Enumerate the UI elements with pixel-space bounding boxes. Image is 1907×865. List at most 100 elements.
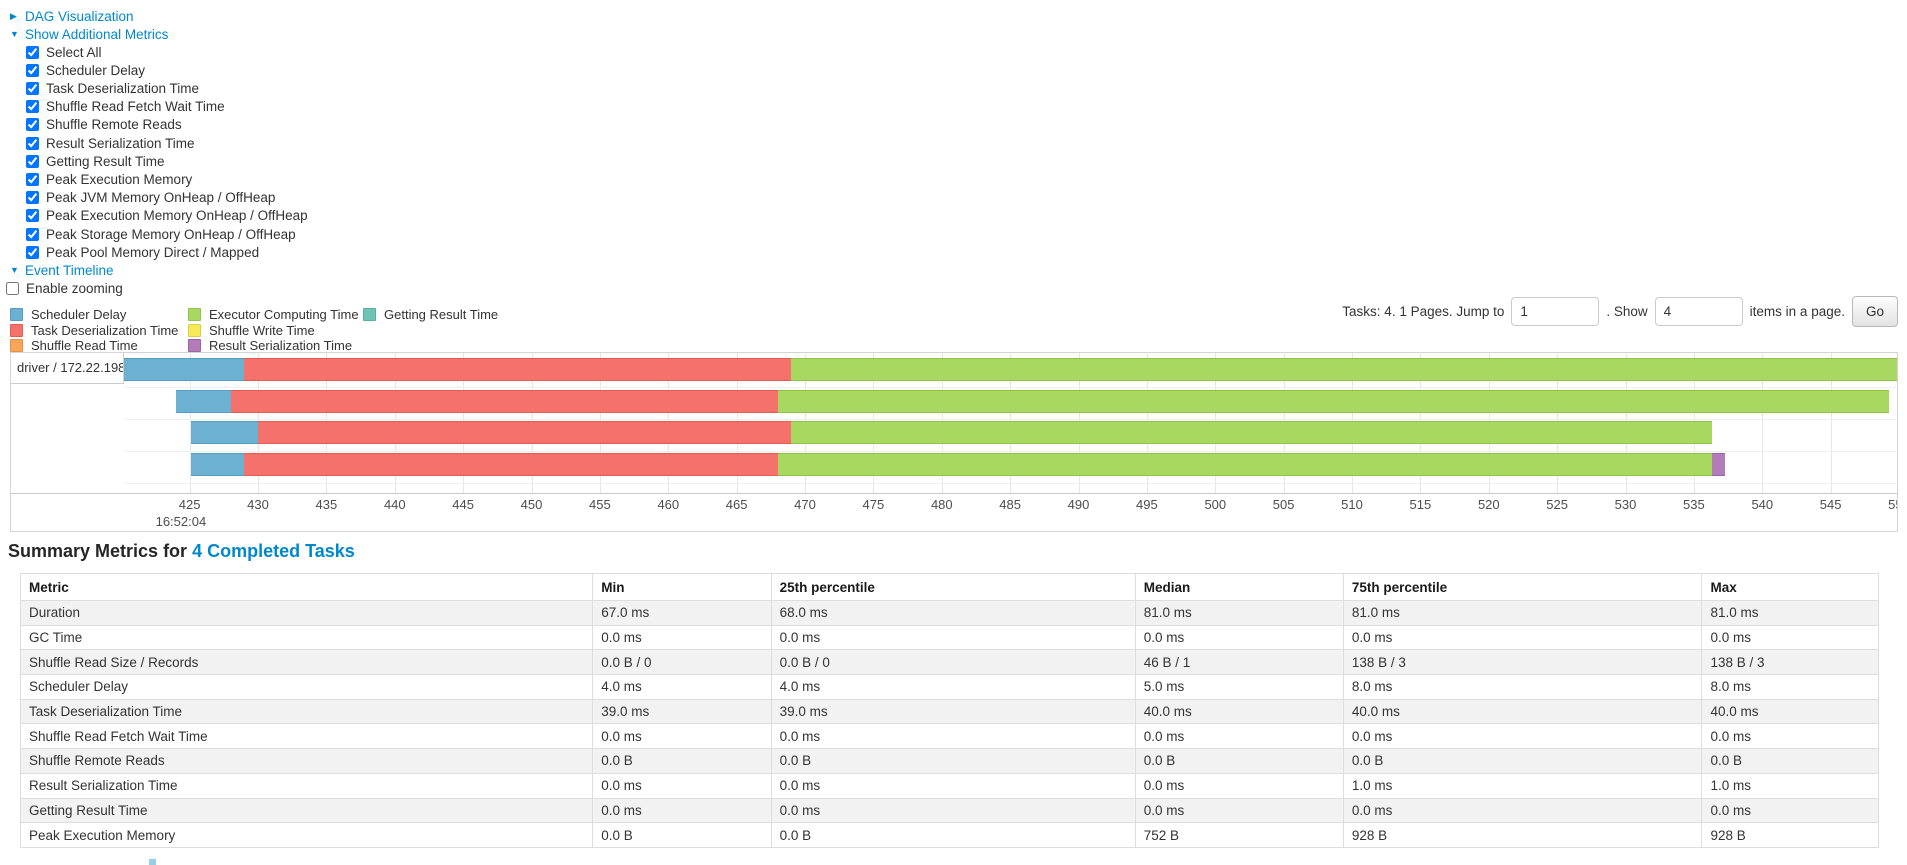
event-timeline-toggle[interactable]: ▼ Event Timeline — [10, 261, 114, 279]
axis-tick-label: 460 — [657, 497, 680, 512]
table-cell: 81.0 ms — [1701, 600, 1879, 626]
completed-tasks-link[interactable]: 4 Completed Tasks — [192, 541, 355, 561]
axis-tick-label: 475 — [862, 497, 885, 512]
axis-tick-label: 505 — [1272, 497, 1295, 512]
table-cell: 0.0 ms — [770, 723, 1136, 750]
metric-checkbox-row: Peak Storage Memory OnHeap / OffHeap — [26, 225, 296, 243]
summary-heading-text: Summary Metrics for — [8, 541, 193, 561]
table-cell: 0.0 ms — [1701, 624, 1879, 651]
table-cell: 81.0 ms — [1342, 600, 1703, 626]
table-cell: 8.0 ms — [1701, 674, 1879, 700]
table-cell: 0.0 ms — [592, 723, 772, 750]
metric-checkbox-peak-jvm-memory-onheap-offheap[interactable] — [26, 191, 39, 205]
table-cell: 0.0 ms — [1701, 723, 1879, 750]
getting-result-swatch-icon — [363, 308, 376, 322]
legend-label: Executor Computing Time — [209, 307, 359, 323]
executor-computing-segment — [777, 389, 1890, 413]
table-row: Task Deserialization Time 39.0 ms 39.0 ms 4… — [19, 698, 1879, 725]
legend-column: Getting Result Time — [363, 307, 498, 323]
items-per-page-input[interactable] — [1654, 296, 1743, 326]
metric-checkbox-peak-pool-memory-direct-mapped[interactable] — [26, 245, 39, 259]
scheduler-delay-segment — [124, 358, 245, 381]
axis-tick-label: 545 — [1819, 497, 1842, 512]
next-section-cutoff — [149, 859, 156, 865]
metric-checkbox-peak-execution-memory[interactable] — [26, 172, 39, 186]
table-row: Getting Result Time 0.0 ms 0.0 ms 0.0 ms 0.0… — [19, 797, 1879, 824]
axis-tick-label: 510 — [1341, 497, 1363, 512]
table-header-row: Metric Min 25th percentile Median 75th perce… — [19, 573, 1879, 601]
show-additional-metrics-label: Show Additional Metrics — [25, 26, 169, 42]
table-header-cell: Metric — [19, 573, 594, 601]
table-cell: 0.0 ms — [1134, 772, 1344, 799]
metric-checkbox-label: Select All — [46, 44, 102, 60]
table-cell: 928 B — [1701, 822, 1879, 848]
task-timeline-bar[interactable] — [191, 421, 1712, 444]
table-cell: 8.0 ms — [1342, 674, 1703, 700]
table-row: Result Serialization Time 0.0 ms 0.0 ms 0.0… — [19, 772, 1879, 799]
result-serialization-segment — [1711, 453, 1726, 476]
legend-label: Task Deserialization Time — [31, 322, 179, 338]
table-row: Duration 67.0 ms 68.0 ms 81.0 ms 81.0 ms 81.0… — [19, 600, 1879, 626]
table-cell: 928 B — [1342, 822, 1703, 848]
metric-checkbox-label: Shuffle Read Fetch Wait Time — [46, 99, 225, 115]
metric-checkbox-peak-storage-memory-onheap-offheap[interactable] — [26, 227, 39, 241]
task-deserialization-segment — [230, 389, 778, 413]
event-timeline-chart: 425 430 435 440 445 450 455 460 465 470 475 480 485 4… — [10, 352, 1898, 532]
legend-label: Result Serialization Time — [209, 338, 353, 354]
axis-tick-label: 495 — [1136, 497, 1158, 512]
table-cell: 0.0 ms — [770, 624, 1136, 651]
task-timeline-bar[interactable] — [176, 389, 1890, 413]
go-button[interactable]: Go — [1851, 295, 1898, 327]
timeline-gridline — [189, 353, 191, 493]
metric-checkbox-row: Peak Execution Memory — [26, 170, 192, 188]
legend-column: Scheduler Delay Task Deserialization Time… — [10, 307, 178, 354]
jump-to-page-input[interactable] — [1511, 296, 1600, 326]
table-cell: Duration — [19, 600, 594, 626]
metric-checkbox-row: Peak Pool Memory Direct / Mapped — [26, 243, 259, 261]
metric-checkbox-label: Peak Pool Memory Direct / Mapped — [46, 244, 260, 260]
metric-checkbox-scheduler-delay[interactable] — [26, 63, 39, 77]
table-header-cell: 75th percentile — [1342, 573, 1703, 601]
metric-checkbox-label: Result Serialization Time — [46, 135, 195, 151]
table-cell: Scheduler Delay — [19, 674, 594, 700]
table-row: GC Time 0.0 ms 0.0 ms 0.0 ms 0.0 ms 0.0 ms — [19, 624, 1879, 651]
axis-tick-label: 535 — [1683, 497, 1705, 512]
event-timeline-label: Event Timeline — [25, 262, 114, 278]
enable-zooming-checkbox[interactable] — [6, 281, 19, 295]
task-timeline-bar[interactable] — [191, 453, 1726, 476]
shuffle-read-swatch-icon — [10, 339, 23, 353]
enable-zooming-label: Enable zooming — [26, 280, 123, 296]
axis-tick-label: 455 — [589, 497, 611, 512]
axis-tick-label: 445 — [452, 497, 474, 512]
metric-checkbox-row: Shuffle Read Fetch Wait Time — [26, 98, 225, 116]
pagination-prefix-text: Tasks: 4. 1 Pages. Jump to — [1342, 303, 1505, 319]
metric-checkbox-label: Shuffle Remote Reads — [46, 117, 182, 133]
metric-checkbox-task-deserialization-time[interactable] — [26, 81, 39, 95]
metric-checkbox-row: Peak JVM Memory OnHeap / OffHeap — [26, 189, 275, 207]
executor-group-label: driver / 172.22.198.104 — [11, 353, 124, 384]
metric-checkbox-getting-result-time[interactable] — [26, 154, 39, 168]
table-cell: 39.0 ms — [770, 698, 1136, 725]
task-timeline-bar[interactable] — [124, 358, 1897, 381]
legend-item: Getting Result Time — [363, 307, 498, 323]
axis-tick-label: 425 — [178, 497, 201, 512]
metric-checkbox-peak-execution-memory-onheap-offheap[interactable] — [26, 209, 39, 223]
metric-checkbox-select-all[interactable] — [26, 45, 39, 59]
axis-tick-label: 470 — [794, 497, 816, 512]
axis-tick-label: 480 — [930, 497, 953, 512]
timeline-time-axis: 425 430 435 440 445 450 455 460 465 470 475 480 485 4… — [11, 493, 1897, 533]
table-cell: 0.0 ms — [770, 772, 1136, 799]
task-deserialization-swatch-icon — [10, 323, 23, 337]
show-additional-metrics-toggle[interactable]: ▼ Show Additional Metrics — [10, 25, 168, 43]
metric-checkbox-shuffle-remote-reads[interactable] — [26, 118, 39, 132]
metric-checkbox-shuffle-read-fetch-wait-time[interactable] — [26, 100, 39, 114]
executor-computing-segment — [777, 453, 1712, 476]
table-cell: 39.0 ms — [592, 698, 772, 725]
metric-checkbox-result-serialization-time[interactable] — [26, 136, 39, 150]
axis-tick-label: 520 — [1477, 497, 1500, 512]
table-cell: 0.0 ms — [1701, 797, 1879, 824]
timeline-row-separator — [124, 386, 1897, 388]
table-cell: 0.0 B — [592, 748, 772, 774]
dag-visualization-toggle[interactable]: ▶ DAG Visualization — [10, 7, 134, 25]
table-cell: 138 B / 3 — [1701, 649, 1879, 676]
